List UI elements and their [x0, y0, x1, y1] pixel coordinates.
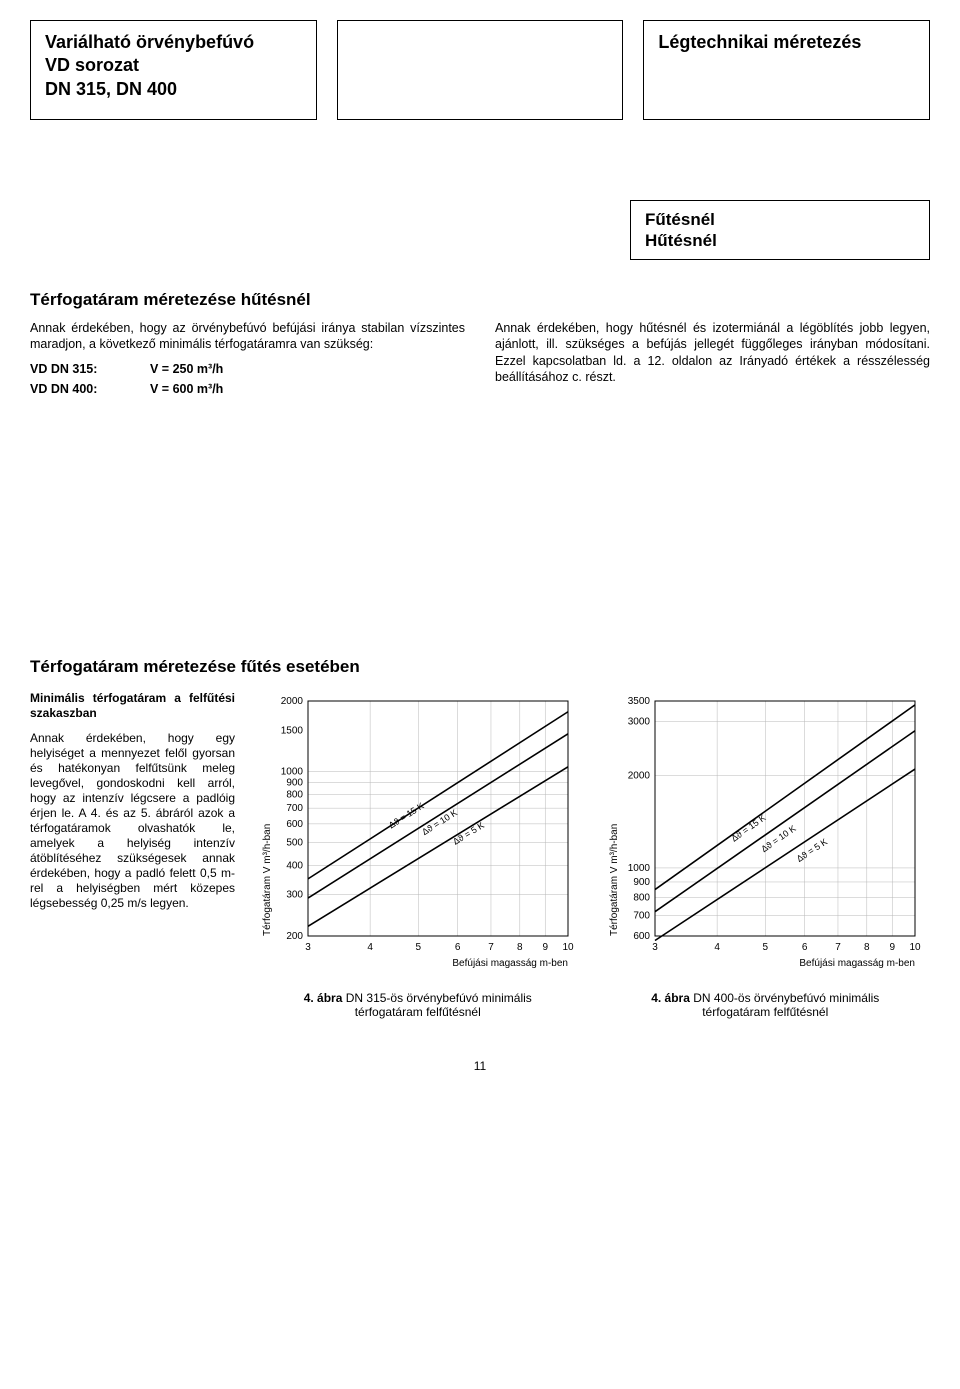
svg-text:400: 400 — [286, 860, 303, 871]
svg-text:9: 9 — [890, 942, 896, 953]
svg-text:700: 700 — [634, 910, 651, 921]
page-number: 11 — [30, 1059, 930, 1073]
svg-text:600: 600 — [634, 931, 651, 942]
chart2-caption-rest: DN 400-ös örvénybefúvó minimális térfoga… — [690, 991, 879, 1019]
svg-text:9: 9 — [542, 942, 548, 953]
svg-text:7: 7 — [835, 942, 841, 953]
svg-text:700: 700 — [286, 803, 303, 814]
section-heating: Térfogatáram méretezése fűtés esetében M… — [30, 657, 930, 1019]
section2-body: Minimális térfogatáram a felfűtési szaka… — [30, 691, 930, 1019]
svg-text:8: 8 — [864, 942, 870, 953]
title-right: Légtechnikai méretezés — [658, 31, 915, 54]
section1-left: Annak érdekében, hogy az örvénybefúvó be… — [30, 320, 465, 397]
spec2-val: V = 600 m³/h — [150, 381, 223, 397]
heating-box: Fűtésnél Hűtésnél — [630, 200, 930, 260]
chart1-caption-rest: DN 315-ös örvénybefúvó minimális térfoga… — [342, 991, 531, 1019]
title-line-1: Variálható örvénybefúvó — [45, 31, 302, 54]
svg-text:900: 900 — [634, 877, 651, 888]
svg-text:8: 8 — [517, 942, 523, 953]
svg-text:10: 10 — [910, 942, 922, 953]
svg-text:600: 600 — [286, 819, 303, 830]
title-line-2: VD sorozat — [45, 54, 302, 77]
section2-title: Térfogatáram méretezése fűtés esetében — [30, 657, 930, 677]
svg-text:6: 6 — [802, 942, 808, 953]
svg-text:6: 6 — [455, 942, 461, 953]
svg-text:7: 7 — [488, 942, 494, 953]
spec1-val: V = 250 m³/h — [150, 361, 223, 377]
title-box-middle — [337, 20, 624, 120]
section2-left-text: Minimális térfogatáram a felfűtési szaka… — [30, 691, 235, 1019]
svg-text:2000: 2000 — [281, 696, 304, 707]
subheader-row: Fűtésnél Hűtésnél — [30, 180, 930, 260]
chart-1-svg: Δϑ = 15 KΔϑ = 10 KΔϑ = 5 K20030040050060… — [258, 691, 578, 981]
section1-right: Annak érdekében, hogy hűtésnél és izoter… — [495, 320, 930, 397]
svg-text:3: 3 — [305, 942, 311, 953]
section2-body-p: Annak érdekében, hogy egy helyiséget a m… — [30, 731, 235, 911]
section1-columns: Annak érdekében, hogy az örvénybefúvó be… — [30, 320, 930, 397]
svg-text:10: 10 — [562, 942, 574, 953]
svg-text:1000: 1000 — [628, 863, 651, 874]
svg-text:500: 500 — [286, 837, 303, 848]
chart1-caption-bold: 4. ábra — [304, 991, 343, 1005]
svg-text:1500: 1500 — [281, 725, 304, 736]
chart-2: Δϑ = 15 KΔϑ = 10 KΔϑ = 5 K60070080090010… — [601, 691, 931, 1019]
chart-2-svg: Δϑ = 15 KΔϑ = 10 KΔϑ = 5 K60070080090010… — [605, 691, 925, 981]
svg-text:5: 5 — [763, 942, 769, 953]
svg-text:3000: 3000 — [628, 717, 651, 728]
spec-row-2: VD DN 400: V = 600 m³/h — [30, 381, 465, 397]
section1-title: Térfogatáram méretezése hűtésnél — [30, 290, 930, 310]
svg-text:800: 800 — [286, 790, 303, 801]
svg-text:Térfogatáram V m³/h-ban: Térfogatáram V m³/h-ban — [262, 824, 273, 936]
section1-left-p: Annak érdekében, hogy az örvénybefúvó be… — [30, 320, 465, 353]
svg-text:4: 4 — [715, 942, 721, 953]
header-boxes: Variálható örvénybefúvó VD sorozat DN 31… — [30, 20, 930, 120]
svg-text:800: 800 — [634, 893, 651, 904]
svg-text:3500: 3500 — [628, 696, 651, 707]
chart1-caption: 4. ábra DN 315-ös örvénybefúvó minimális… — [278, 991, 558, 1019]
svg-text:900: 900 — [286, 777, 303, 788]
section-cooling: Térfogatáram méretezése hűtésnél Annak é… — [30, 290, 930, 397]
svg-text:2000: 2000 — [628, 771, 651, 782]
chart2-caption: 4. ábra DN 400-ös örvénybefúvó minimális… — [625, 991, 905, 1019]
svg-text:Befújási magasság m-ben: Befújási magasság m-ben — [800, 958, 916, 969]
spec-row-1: VD DN 315: V = 250 m³/h — [30, 361, 465, 377]
title-box-right: Légtechnikai méretezés — [643, 20, 930, 120]
svg-text:5: 5 — [415, 942, 421, 953]
title-box-left: Variálható örvénybefúvó VD sorozat DN 31… — [30, 20, 317, 120]
heating-line-1: Fűtésnél — [645, 209, 915, 230]
svg-text:1000: 1000 — [281, 767, 304, 778]
svg-text:Befújási magasság m-ben: Befújási magasság m-ben — [452, 958, 568, 969]
svg-text:200: 200 — [286, 931, 303, 942]
spec2-label: VD DN 400: — [30, 381, 150, 397]
chart-1: Δϑ = 15 KΔϑ = 10 KΔϑ = 5 K20030040050060… — [253, 691, 583, 1019]
svg-text:3: 3 — [652, 942, 658, 953]
spec1-label: VD DN 315: — [30, 361, 150, 377]
svg-text:4: 4 — [367, 942, 373, 953]
heating-line-2: Hűtésnél — [645, 230, 915, 251]
svg-text:Térfogatáram V m³/h-ban: Térfogatáram V m³/h-ban — [609, 824, 620, 936]
section1-right-p: Annak érdekében, hogy hűtésnél és izoter… — [495, 320, 930, 385]
svg-text:300: 300 — [286, 890, 303, 901]
section2-subhead: Minimális térfogatáram a felfűtési szaka… — [30, 691, 235, 721]
chart2-caption-bold: 4. ábra — [651, 991, 690, 1005]
title-line-3: DN 315, DN 400 — [45, 78, 302, 101]
